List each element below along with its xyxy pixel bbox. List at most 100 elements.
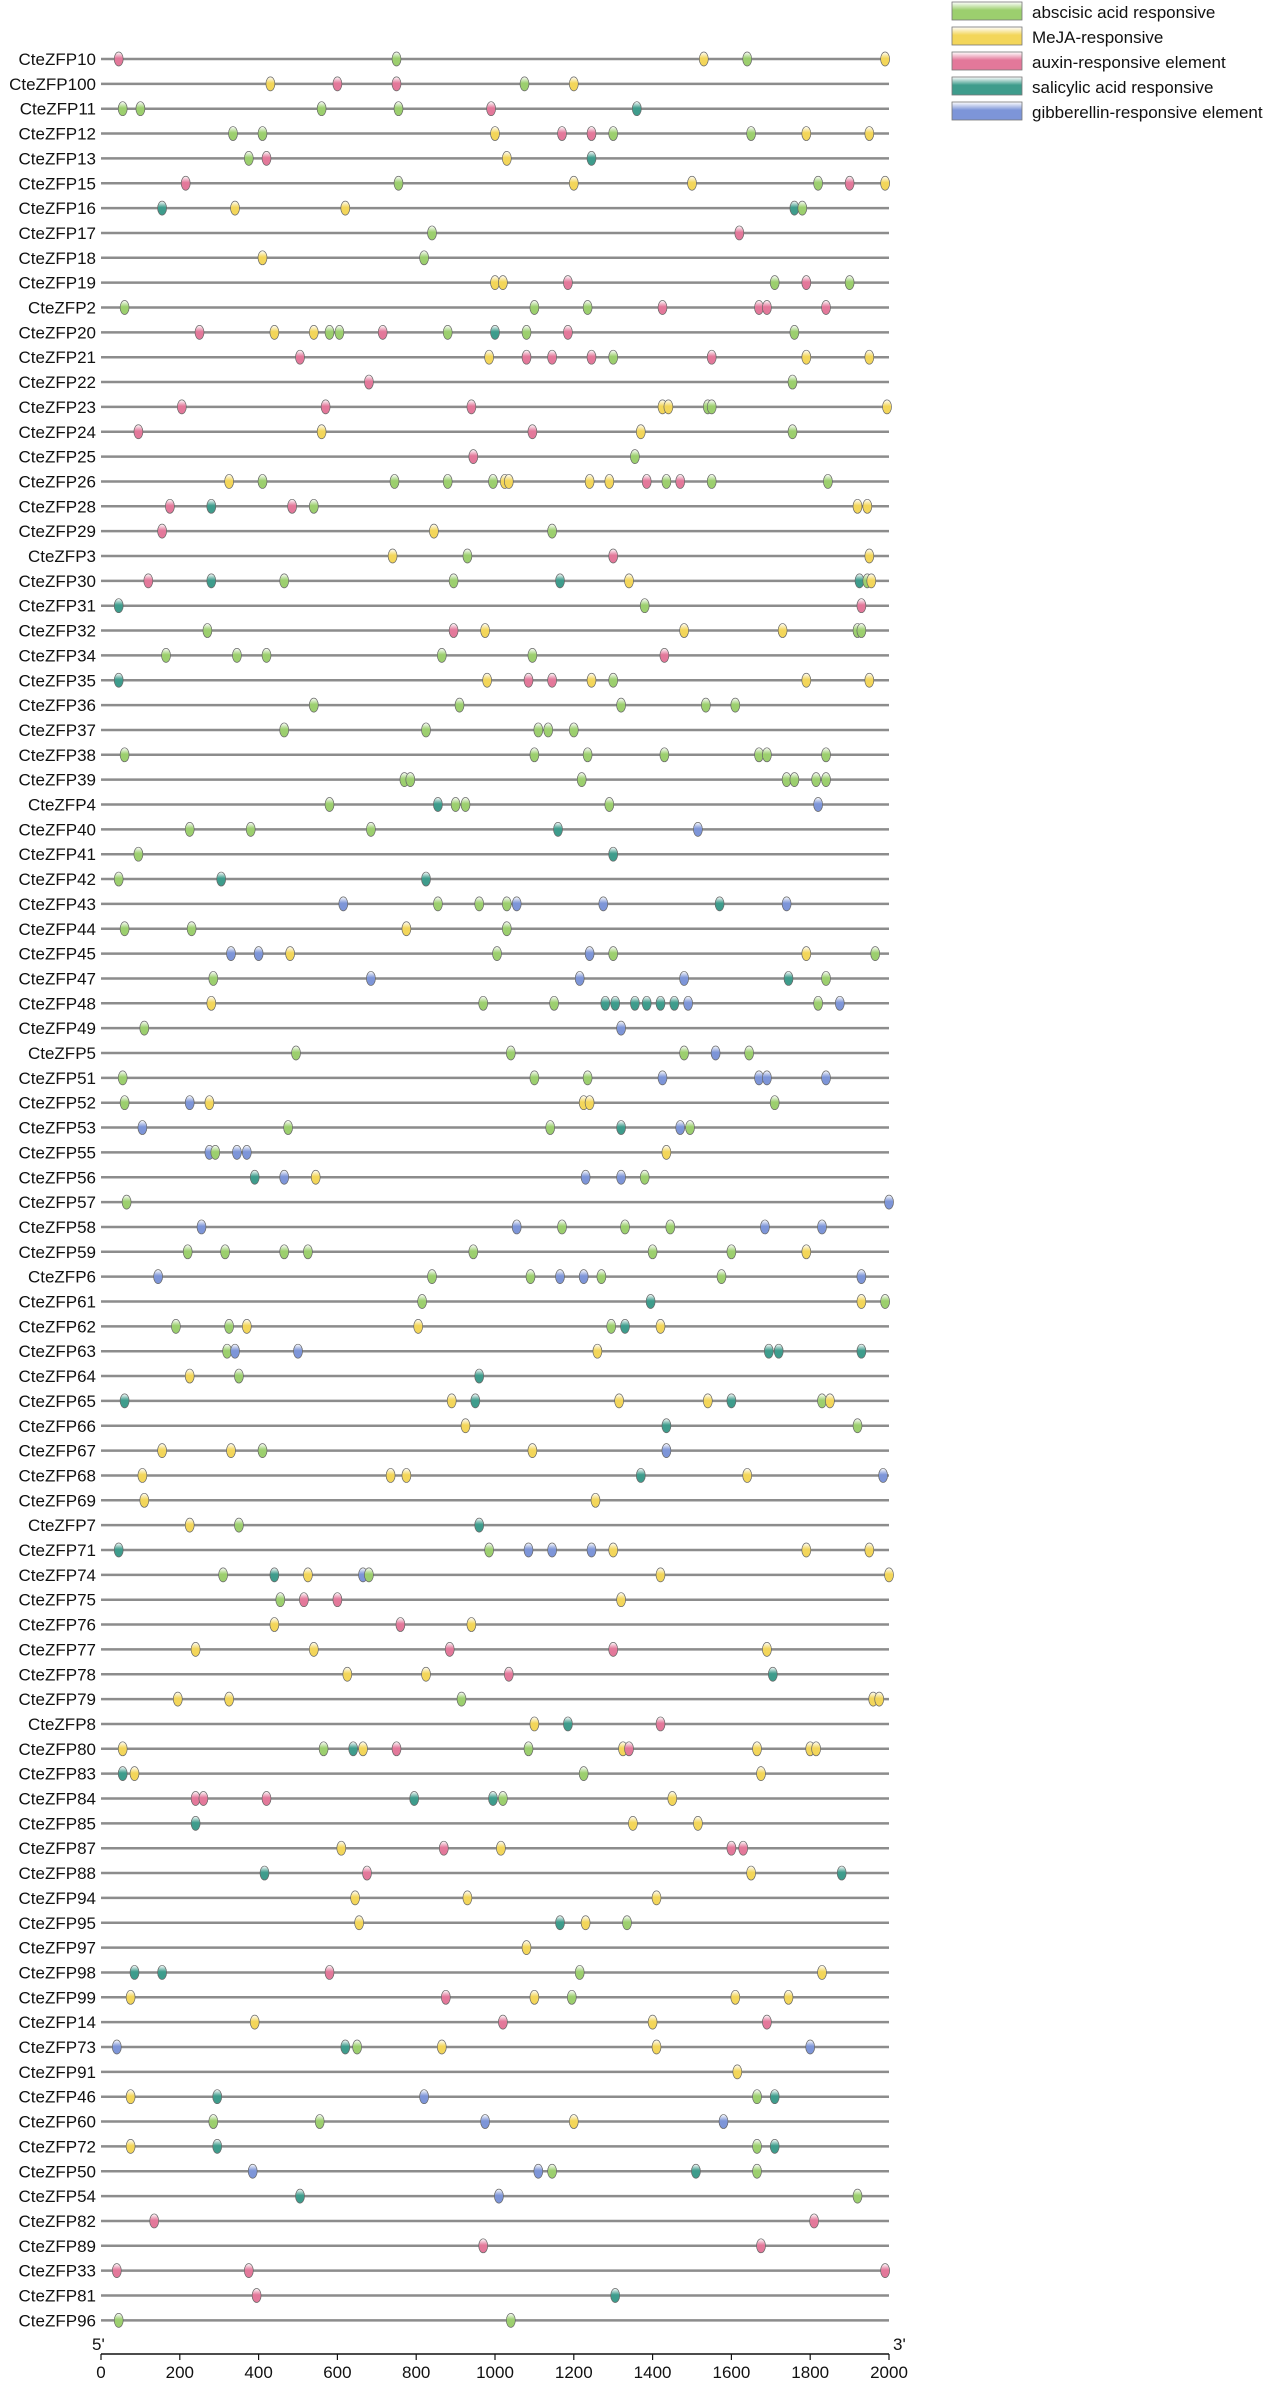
gene-row: CteZFP95 (19, 1914, 889, 1933)
gene-row: CteZFP61 (19, 1293, 890, 1312)
element-marker-salicylic (409, 1791, 420, 1806)
gene-row: CteZFP79 (19, 1690, 889, 1709)
element-marker-abscisic (436, 648, 447, 663)
element-marker-meja (608, 1542, 619, 1558)
element-marker-auxin (320, 399, 331, 415)
element-marker-meja (241, 1318, 252, 1334)
gene-label: CteZFP18 (19, 249, 96, 268)
element-marker-meja (190, 1642, 201, 1657)
element-marker-abscisic (427, 1269, 437, 1285)
gene-label: CteZFP19 (19, 274, 96, 293)
element-marker-abscisic (308, 498, 319, 514)
gene-row: CteZFP55 (19, 1143, 889, 1162)
element-marker-abscisic (364, 1567, 374, 1583)
element-marker-abscisic (543, 722, 554, 738)
element-marker-abscisic (303, 1244, 313, 1260)
element-marker-meja (490, 126, 500, 141)
element-marker-gibberellin (710, 1045, 721, 1061)
element-marker-abscisic (769, 1095, 780, 1111)
gene-label: CteZFP25 (19, 448, 96, 467)
gene-label: CteZFP54 (19, 2187, 96, 2206)
element-marker-abscisic (813, 175, 823, 191)
element-marker-gibberellin (253, 946, 264, 961)
gene-label: CteZFP81 (19, 2287, 96, 2306)
element-marker-meja (880, 51, 890, 67)
element-marker-meja (224, 1691, 234, 1707)
gene-label: CteZFP50 (19, 2162, 96, 2181)
element-marker-gibberellin (494, 2188, 504, 2204)
element-marker-abscisic (334, 325, 345, 340)
gene-label: CteZFP34 (19, 646, 96, 665)
element-marker-abscisic (582, 1070, 593, 1086)
gene-label: CteZFP2 (28, 299, 96, 318)
element-marker-abscisic (117, 101, 128, 117)
gene-row: CteZFP38 (19, 746, 889, 765)
element-marker-meja (385, 1468, 396, 1483)
element-marker-abscisic (568, 722, 579, 738)
element-marker-abscisic (208, 2114, 219, 2129)
element-marker-meja (801, 946, 812, 961)
element-marker-meja (308, 1642, 319, 1657)
gene-row: CteZFP35 (19, 671, 889, 690)
gene-label: CteZFP12 (19, 125, 96, 144)
element-marker-auxin (157, 523, 167, 539)
element-marker-salicylic (249, 1169, 260, 1185)
legend-label-gibberellin: gibberellin-responsive element (1032, 103, 1263, 122)
element-marker-auxin (176, 399, 187, 415)
gene-label: CteZFP95 (19, 1914, 96, 1933)
element-marker-meja (401, 1468, 412, 1483)
element-marker-abscisic (630, 449, 640, 464)
gene-label: CteZFP5 (28, 1044, 96, 1063)
element-marker-auxin (143, 573, 154, 589)
element-marker-salicylic (856, 1343, 867, 1359)
legend-swatch-gibberellin (951, 101, 1023, 121)
gene-label: CteZFP42 (19, 870, 96, 889)
gene-row: CteZFP64 (19, 1367, 889, 1386)
legend-swatch-meja (951, 26, 1023, 46)
element-marker-meja (702, 1393, 713, 1409)
element-marker-abscisic (257, 474, 268, 489)
gene-label: CteZFP89 (19, 2237, 96, 2256)
gene-row: CteZFP23 (19, 398, 892, 417)
element-marker-abscisic (442, 325, 453, 340)
element-marker-meja (139, 1492, 150, 1508)
gene-row: CteZFP30 (19, 572, 889, 591)
element-marker-meja (864, 672, 875, 688)
gene-row: CteZFP20 (19, 323, 889, 342)
element-marker-gibberellin (480, 2114, 490, 2129)
element-marker-abscisic (291, 1045, 301, 1061)
gene-label: CteZFP80 (19, 1740, 96, 1759)
element-marker-salicylic (488, 1791, 498, 1806)
element-marker-abscisic (417, 1294, 427, 1309)
element-marker-meja (817, 1965, 827, 1980)
element-marker-meja (401, 921, 412, 937)
gene-label: CteZFP49 (19, 1019, 96, 1038)
element-marker-abscisic (665, 1219, 676, 1235)
gene-label: CteZFP82 (19, 2212, 96, 2231)
element-marker-abscisic (533, 722, 544, 738)
element-marker-meja (358, 1741, 368, 1757)
element-marker-meja (866, 573, 877, 589)
element-marker-abscisic (171, 1318, 181, 1334)
element-marker-salicylic (763, 1343, 774, 1359)
gene-row: CteZFP82 (19, 2212, 889, 2231)
element-marker-abscisic (746, 126, 756, 141)
element-marker-salicylic (691, 2163, 701, 2179)
gene-label: CteZFP38 (19, 746, 96, 765)
element-marker-abscisic (789, 325, 800, 340)
element-marker-gibberellin (533, 2163, 544, 2179)
element-marker-gibberellin (511, 896, 522, 912)
gene-row: CteZFP16 (19, 199, 889, 218)
element-marker-gibberellin (760, 1219, 770, 1235)
element-marker-abscisic (742, 51, 753, 67)
element-marker-meja (663, 399, 674, 415)
element-marker-salicylic (586, 151, 597, 166)
element-marker-salicylic (190, 1815, 201, 1831)
element-marker-meja (592, 1343, 603, 1359)
element-marker-salicylic (635, 1468, 646, 1483)
gene-row: CteZFP88 (19, 1864, 889, 1883)
element-marker-salicylic (630, 995, 640, 1011)
element-marker-meja (687, 175, 697, 191)
element-marker-auxin (738, 1840, 749, 1856)
element-marker-gibberellin (338, 896, 349, 912)
